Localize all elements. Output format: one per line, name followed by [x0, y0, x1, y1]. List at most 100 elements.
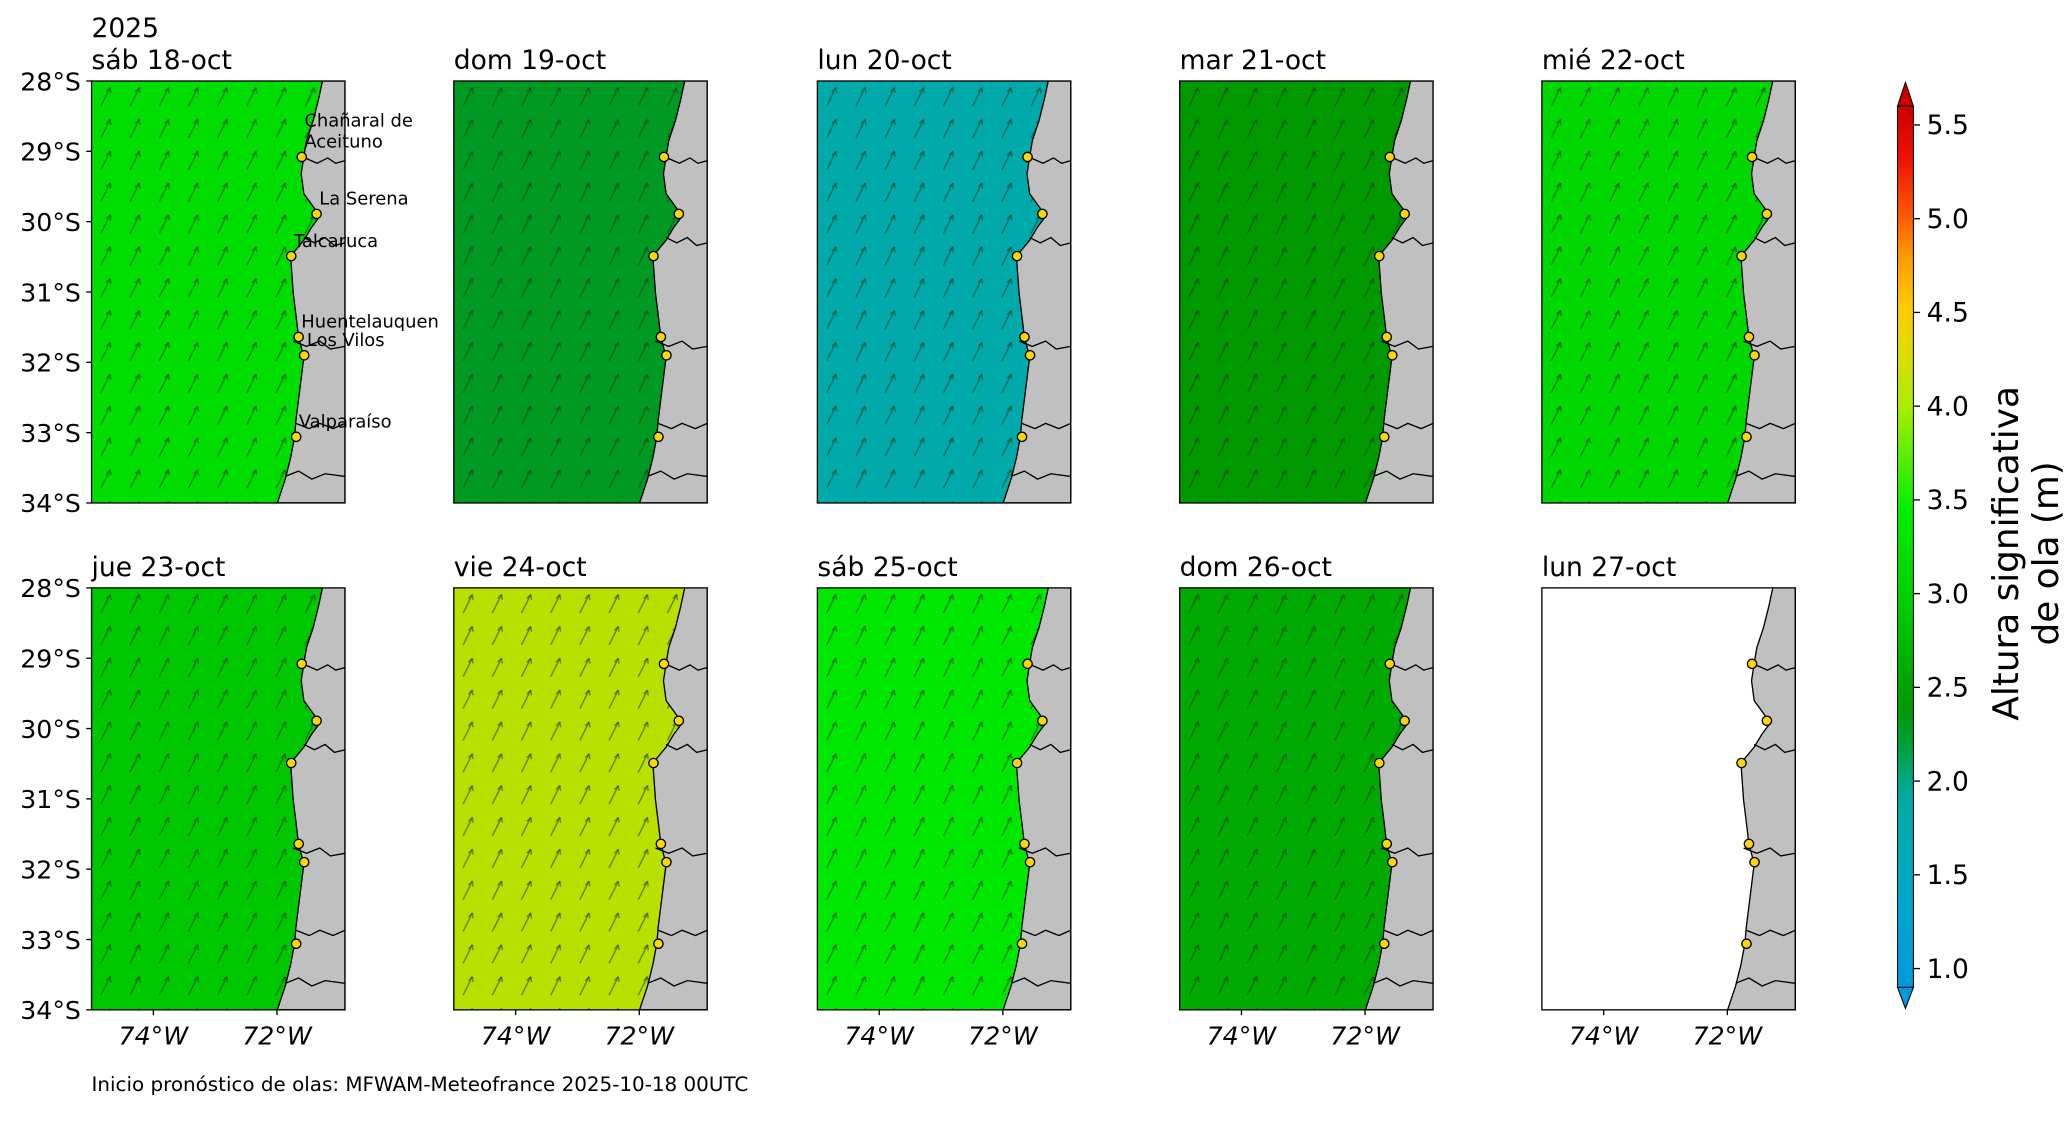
region-border [1030, 157, 1071, 165]
colorbar-tick-label: 3.5 [1927, 485, 1969, 516]
place-marker [1743, 331, 1755, 343]
colorbar-tick-label: 3.0 [1927, 579, 1969, 610]
map-content [1179, 81, 1434, 503]
panel-title: jue 23-oct [91, 552, 226, 583]
land [1726, 81, 1796, 503]
map-panel [1541, 587, 1796, 1011]
place-marker [1399, 208, 1410, 220]
map-content [817, 81, 1071, 503]
land [638, 587, 708, 1010]
colorbar-extend-low [1896, 986, 1915, 1011]
colorbar-tick-label: 2.0 [1927, 766, 1969, 797]
place-marker [1022, 151, 1033, 163]
land [1364, 587, 1434, 1010]
place-marker [1373, 250, 1385, 262]
lon-tick-label: 72°W [604, 1021, 675, 1050]
place-label: Valparaíso [299, 412, 392, 433]
lat-tick-label: 31°S [20, 785, 81, 814]
region-border [304, 664, 345, 671]
lat-tick-label: 33°S [20, 419, 81, 448]
place-marker [311, 208, 322, 220]
region-border [1743, 340, 1796, 350]
panel-title: dom 26-oct [1180, 552, 1332, 583]
land [1002, 81, 1071, 503]
frame [453, 587, 708, 1011]
place-marker [1016, 431, 1028, 443]
region-border [304, 157, 345, 165]
lat-tick-label: 34°S [20, 996, 81, 1025]
frame [1178, 80, 1434, 504]
place-marker [658, 151, 670, 163]
map-panel [453, 80, 708, 504]
colorbar-tick-label: 1.0 [1927, 954, 1969, 985]
place-marker [1386, 856, 1398, 868]
colorbar [1897, 106, 1914, 988]
region-border [295, 929, 345, 937]
panel-title: sáb 18-oct [92, 45, 232, 76]
place-marker [1378, 938, 1390, 950]
place-label: Chañaral de [304, 110, 413, 131]
colorbar-tick-label: 2.5 [1927, 673, 1969, 704]
region-border [1391, 236, 1434, 247]
region-border [1755, 664, 1796, 671]
region-border [295, 422, 345, 430]
place-marker [1384, 658, 1396, 670]
region-border [1018, 340, 1071, 350]
colorbar-tick-label: 1.5 [1927, 860, 1969, 891]
place-marker [285, 757, 297, 769]
place-marker [1746, 658, 1758, 670]
place-marker [1736, 757, 1747, 769]
place-label: Talcaruca [293, 231, 378, 252]
place-marker [1386, 349, 1398, 361]
region-border [1743, 847, 1796, 857]
lon-tick-label: 72°W [242, 1021, 313, 1050]
region-border [1018, 847, 1071, 857]
region-border [655, 847, 708, 857]
map-content [817, 587, 1071, 1010]
lat-tick-label: 29°S [20, 138, 81, 167]
lat-tick-label: 34°S [20, 489, 81, 518]
panel-title: mar 21-oct [1180, 45, 1326, 76]
lat-tick-label: 29°S [20, 644, 81, 673]
region-border [665, 743, 708, 754]
place-label: Huentelauquen [301, 312, 439, 333]
lat-tick-label: 33°S [20, 926, 81, 955]
lat-tick-label: 32°S [20, 855, 81, 884]
lat-tick-label: 30°S [20, 715, 81, 744]
land [638, 81, 708, 503]
place-marker [1749, 349, 1760, 361]
place-marker [1736, 250, 1747, 262]
colorbar-label: Altura significativa [1986, 386, 2027, 721]
colorbar-tick-label: 4.0 [1927, 391, 1969, 422]
lon-tick-label: 74°W [1207, 1021, 1278, 1050]
place-marker [1741, 431, 1752, 443]
region-border [285, 470, 345, 480]
place-marker [1761, 715, 1773, 727]
region-border [1753, 743, 1796, 754]
map-content [91, 81, 345, 503]
lat-tick-label: 28°S [20, 574, 81, 603]
frame [453, 80, 708, 504]
region-border [303, 743, 345, 754]
place-marker [658, 658, 670, 670]
region-border [1745, 929, 1796, 937]
panel-title: sáb 25-oct [817, 552, 957, 583]
region-border [647, 977, 708, 987]
panel-title: mié 22-oct [1542, 45, 1685, 76]
place-marker [296, 658, 308, 670]
lon-tick-label: 74°W [119, 1021, 190, 1050]
place-marker [673, 208, 685, 220]
colorbar-tick-label: 4.5 [1927, 298, 1969, 329]
place-marker [1022, 658, 1033, 670]
place-marker [293, 331, 304, 343]
place-marker [648, 757, 659, 769]
map-panel [816, 80, 1072, 504]
panel-title: dom 19-oct [454, 45, 606, 76]
map-panel [453, 587, 708, 1011]
map-panel [1178, 80, 1434, 504]
place-marker [655, 331, 667, 343]
region-border [1030, 664, 1071, 671]
